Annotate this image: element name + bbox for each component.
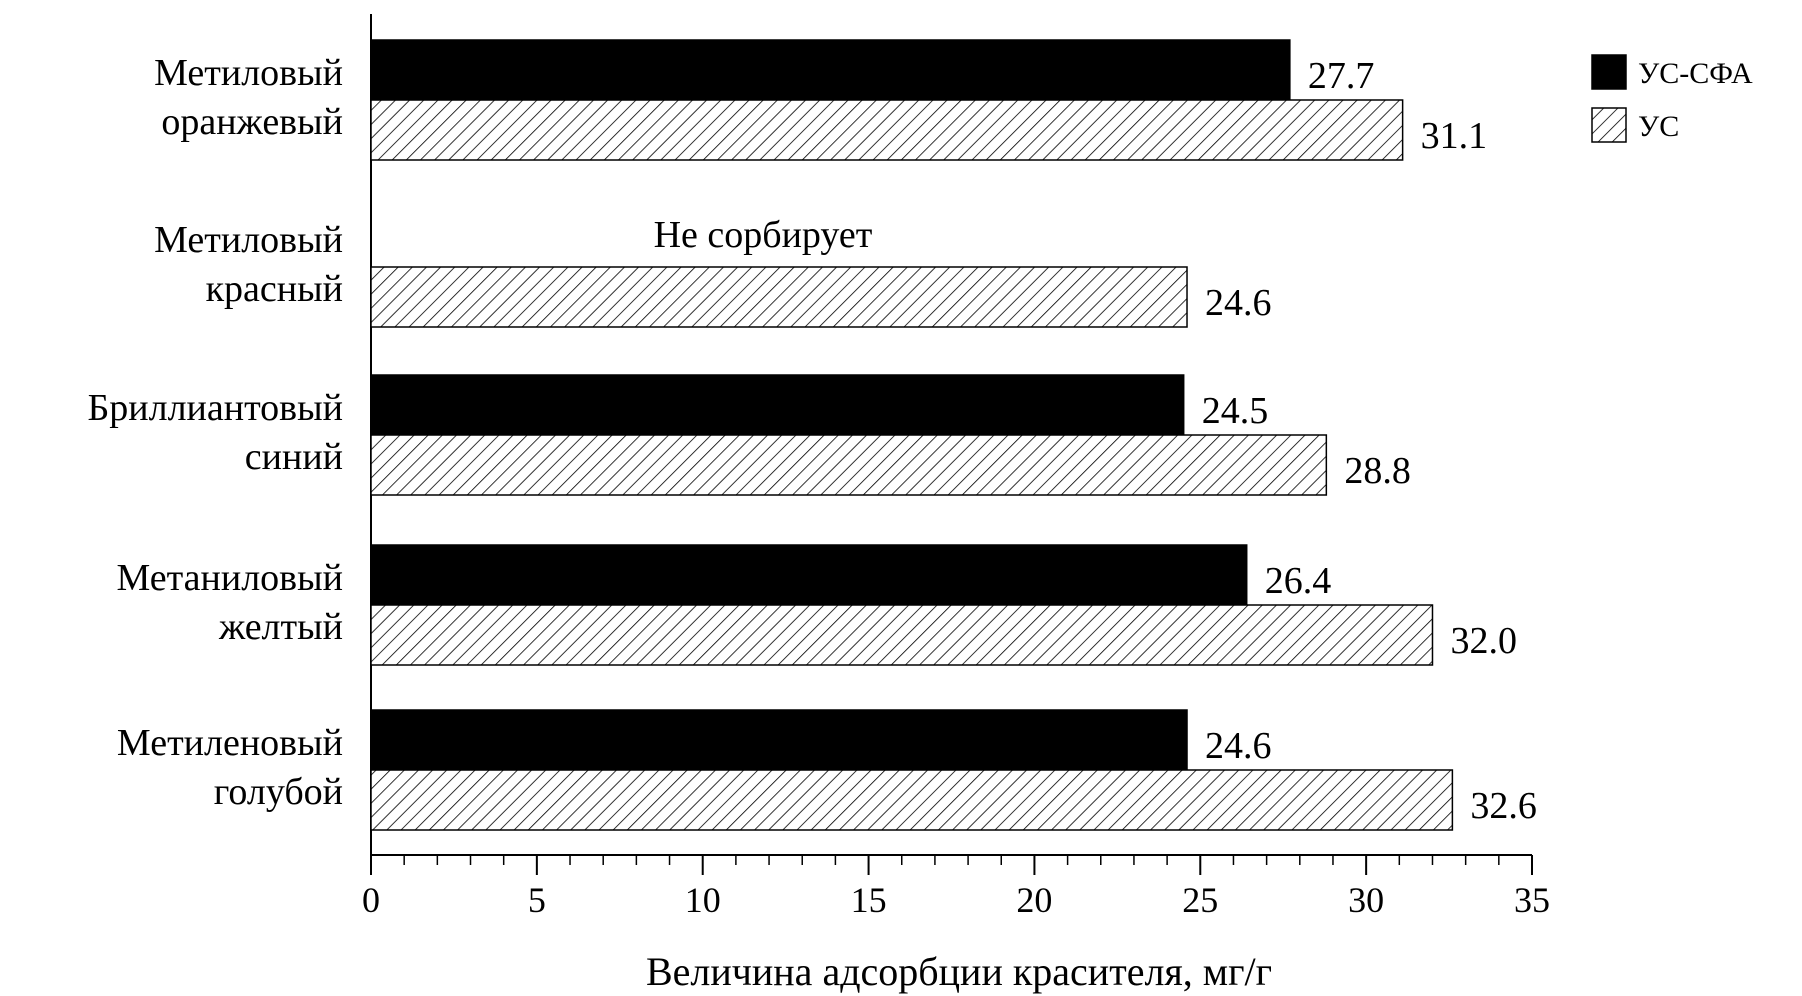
category-label: Бриллиантовый синий (87, 387, 343, 478)
category-label-line: красный (206, 268, 343, 310)
x-tick-label: 30 (1348, 880, 1384, 920)
category-label-line: Метиленовый (117, 722, 343, 764)
bar-us-sfa (370, 374, 1185, 436)
legend: УС-СФА УС (1591, 54, 1753, 143)
value-label: 24.6 (1205, 282, 1272, 324)
category-label: Метиловый красный (154, 219, 343, 310)
legend-swatch (1591, 107, 1627, 143)
x-tick-label: 15 (851, 880, 887, 920)
category-label-line: Бриллиантовый (87, 387, 343, 429)
bar-us (370, 769, 1454, 831)
x-tick-label: 0 (362, 880, 380, 920)
category-label: Метаниловый желтый (116, 557, 343, 648)
bar-us-sfa (370, 544, 1248, 606)
x-axis-title: Величина адсорбции красителя, мг/г (646, 949, 1272, 994)
legend-swatch (1591, 54, 1627, 90)
value-label: 24.5 (1202, 390, 1269, 432)
bar-us (370, 434, 1328, 496)
value-label: 32.6 (1470, 785, 1537, 827)
x-tick-label: 35 (1514, 880, 1550, 920)
no-sorption-note: Не сорбирует (654, 214, 873, 256)
x-tick-label: 10 (685, 880, 721, 920)
category-label-line: синий (245, 436, 343, 478)
bar-us (370, 99, 1404, 161)
category-label-line: Метиловый (154, 52, 343, 94)
x-tick-label: 5 (528, 880, 546, 920)
category-label-line: голубой (214, 771, 343, 813)
bar-us (370, 266, 1188, 328)
category-label-line: Метиловый (154, 219, 343, 261)
x-tick-label: 25 (1182, 880, 1218, 920)
value-label: 31.1 (1421, 115, 1488, 157)
category-label: Метиленовый голубой (117, 722, 343, 813)
plot-area: 0 5 10 15 20 25 30 35 Метиловый оранжевый 27.7 31.1… (87, 14, 1550, 920)
bar-us-sfa (370, 39, 1291, 101)
x-tick-label: 20 (1016, 880, 1052, 920)
category-label-line: желтый (218, 606, 343, 648)
value-label: 26.4 (1265, 560, 1332, 602)
category-label: Метиловый оранжевый (154, 52, 343, 143)
legend-label: УС-СФА (1638, 57, 1753, 90)
category-label-line: Метаниловый (116, 557, 343, 599)
legend-label: УС (1638, 110, 1679, 143)
bar-us (370, 604, 1434, 666)
category-label-line: оранжевый (161, 101, 343, 143)
bar-us-sfa (370, 709, 1188, 771)
value-label: 28.8 (1344, 450, 1411, 492)
value-label: 27.7 (1308, 55, 1375, 97)
value-label: 32.0 (1450, 620, 1517, 662)
value-label: 24.6 (1205, 725, 1272, 767)
